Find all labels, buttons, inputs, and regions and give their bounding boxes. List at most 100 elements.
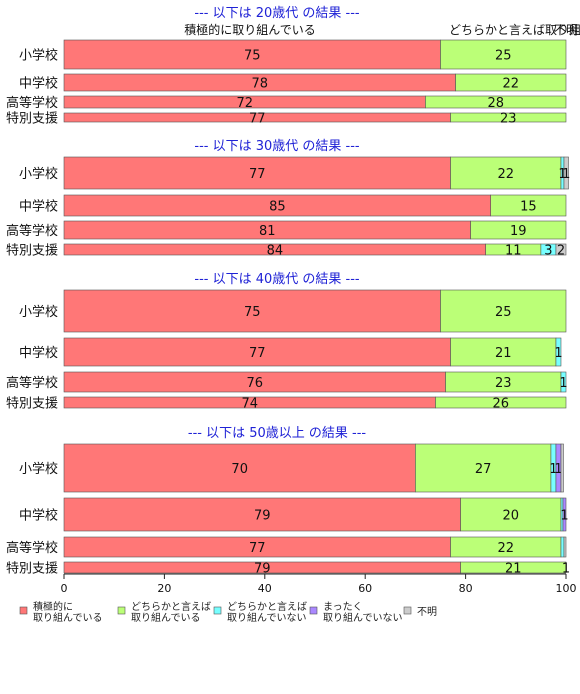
data-label: 23	[500, 112, 517, 127]
data-label: 70	[231, 462, 248, 477]
data-label: 22	[503, 77, 520, 92]
category-label: 小学校	[19, 166, 58, 182]
data-label: 19	[510, 224, 527, 239]
x-tick-label: 80	[459, 582, 473, 595]
data-label: 22	[497, 167, 514, 182]
category-label: 高等学校	[6, 375, 58, 391]
bar-segment	[63, 337, 451, 367]
data-label: 1	[549, 462, 557, 477]
data-label: 1	[554, 346, 562, 361]
category-label: 小学校	[19, 461, 58, 477]
data-label: 85	[269, 200, 286, 215]
data-label: 77	[249, 541, 266, 556]
data-label: 77	[249, 346, 266, 361]
data-label: 1	[558, 167, 566, 182]
data-label: 77	[249, 167, 266, 182]
legend-swatch	[213, 606, 222, 615]
data-label: 28	[487, 96, 504, 111]
category-label: 中学校	[19, 345, 58, 361]
data-label: 23	[495, 376, 512, 391]
bar-segment	[560, 443, 564, 493]
category-label: 特別支援	[6, 112, 58, 127]
data-label: 1	[562, 562, 570, 577]
legend-swatch	[19, 606, 28, 615]
bar-segment	[490, 194, 567, 217]
data-label: 81	[259, 224, 276, 239]
data-label: 26	[492, 397, 509, 412]
bar-segment	[440, 39, 567, 70]
data-label: 75	[244, 49, 261, 64]
panel: --- 以下は 40歳代 の結果 --- 小学校 75 25 中学校 77 21 1 高等学校 7…	[6, 272, 568, 412]
data-label: 77	[249, 112, 266, 127]
bar-segment	[455, 73, 567, 92]
legend-label: まったく取り組んでいない	[323, 601, 403, 624]
data-label: 3	[544, 244, 552, 259]
bar-segment	[63, 156, 451, 190]
x-tick-label: 60	[358, 582, 372, 595]
bar-segment	[63, 497, 461, 532]
bar-segment	[562, 497, 567, 532]
legend-label: 積極的に取り組んでいる	[33, 600, 103, 624]
panel-title: --- 以下は 20歳代 の結果 ---	[194, 6, 360, 21]
x-tick-label: 40	[258, 582, 272, 595]
bar-segment	[425, 95, 567, 109]
panel-title: --- 以下は 50歳以上 の結果 ---	[188, 426, 367, 441]
category-label: 特別支援	[6, 244, 58, 259]
data-label: 21	[495, 346, 512, 361]
data-label: 1	[554, 462, 562, 477]
legend-swatch	[403, 606, 412, 615]
bar-segment	[435, 396, 567, 409]
panel: --- 以下は 30歳代 の結果 --- 小学校 77 22 11 中学校 85 15 高等学校…	[6, 139, 570, 259]
data-label: 75	[244, 305, 261, 320]
bar-segment	[555, 243, 567, 256]
category-label: 特別支援	[6, 397, 58, 412]
x-tick-label: 100	[556, 582, 577, 595]
bar-segment	[460, 497, 562, 532]
category-label: 小学校	[19, 48, 58, 64]
data-label: 15	[520, 200, 537, 215]
bar-segment	[555, 337, 562, 367]
data-label: 21	[505, 562, 522, 577]
top-series-label: 不明	[554, 23, 578, 37]
legend-label: どちらかと言えば取り組んでいない	[227, 600, 307, 624]
data-label: 76	[246, 376, 263, 391]
bar-segment	[63, 289, 441, 333]
top-series-label: 積極的に取り組んでいる	[184, 22, 315, 37]
data-label: 1	[559, 376, 567, 391]
bar-segment	[415, 443, 552, 493]
data-label: 11	[505, 244, 522, 259]
category-label: 中学校	[19, 76, 58, 92]
data-label: 2	[557, 244, 565, 259]
category-label: 中学校	[19, 199, 58, 215]
category-label: 中学校	[19, 508, 58, 524]
bar-segment	[563, 156, 569, 190]
data-label: 25	[495, 49, 512, 64]
data-label: 74	[241, 397, 258, 412]
panel-title: --- 以下は 40歳代 の結果 ---	[194, 272, 360, 287]
category-label: 高等学校	[6, 95, 58, 111]
data-label: 22	[497, 541, 514, 556]
data-label: 79	[254, 509, 271, 524]
bar-segment	[470, 220, 567, 240]
bar-segment	[450, 156, 562, 190]
legend: 積極的に取り組んでいる どちらかと言えば取り組んでいるどちらかと言えば取り組んでい…	[19, 600, 437, 624]
data-label: 25	[495, 305, 512, 320]
legend-label: どちらかと言えば取り組んでいる	[131, 600, 211, 624]
category-label: 高等学校	[6, 223, 58, 239]
bar-segment	[460, 561, 567, 574]
bar-segment	[63, 39, 441, 70]
bar-segment	[560, 371, 567, 393]
data-label: 27	[475, 462, 492, 477]
legend-swatch	[309, 606, 318, 615]
bar-segment	[563, 536, 567, 558]
panel-title: --- 以下は 30歳代 の結果 ---	[194, 139, 360, 154]
category-label: 小学校	[19, 304, 58, 320]
x-tick-label: 20	[157, 582, 171, 595]
x-tick-label: 0	[61, 582, 68, 595]
legend-swatch	[117, 606, 126, 615]
data-label: 79	[254, 562, 271, 577]
data-label: 1	[562, 167, 570, 182]
data-label: 20	[503, 509, 520, 524]
